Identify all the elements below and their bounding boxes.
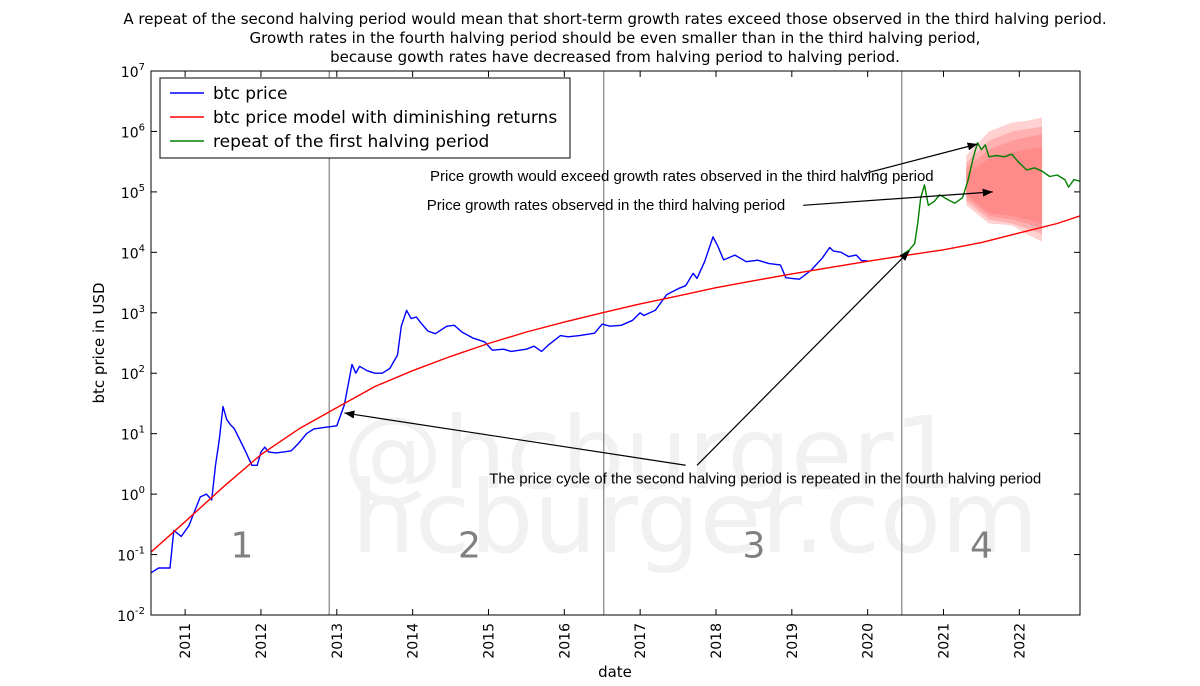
halving-lines <box>328 71 903 615</box>
y-axis-label: btc price in USD <box>90 282 108 403</box>
x-tick-label-2014: 2014 <box>406 623 422 659</box>
y-tick-label--2: 10-2 <box>117 606 145 625</box>
x-tick-label-2016: 2016 <box>557 623 573 659</box>
legend-label-repeat: repeat of the first halving period <box>213 132 489 152</box>
title-line-2: Growth rates in the fourth halving perio… <box>250 29 981 47</box>
y-tick-label-3: 103 <box>121 304 145 323</box>
title-line-3: because gowth rates have decreased from … <box>330 48 900 66</box>
x-tick-label-2013: 2013 <box>330 623 346 659</box>
title-line-1: A repeat of the second halving period wo… <box>123 10 1106 28</box>
annotations: Price growth would exceed growth rates o… <box>344 142 1041 487</box>
y-tick-label-6: 106 <box>121 122 145 141</box>
annotation-text-3: The price cycle of the second halving pe… <box>489 470 1041 487</box>
y-tick-label-0: 100 <box>121 485 145 504</box>
annotation-arrow-2 <box>803 188 993 206</box>
period-label-3: 3 <box>742 525 765 566</box>
y-tick-label-4: 104 <box>121 243 145 262</box>
series-line-2 <box>151 215 1080 553</box>
y-tick-label-1: 101 <box>121 425 145 444</box>
watermark-site: hcburger.com <box>352 459 1039 576</box>
y-tick-label-2: 102 <box>121 364 145 383</box>
legend: btc price btc price model with diminishi… <box>159 77 571 159</box>
x-tick-label-2022: 2022 <box>1012 623 1028 659</box>
x-tick-label-2018: 2018 <box>709 623 725 659</box>
watermark-handle: @hcburger1 <box>343 395 957 512</box>
annotation-text-2: Price growth rates observed in the third… <box>427 197 786 214</box>
x-tick-label-2011: 2011 <box>178 623 194 659</box>
legend-box <box>159 77 571 159</box>
axis-ticks: 2011 2012 2013 2014 2015 2016 2017 2018 2019 2020… <box>117 62 1080 659</box>
x-tick-label-2020: 2020 <box>861 623 877 659</box>
annotation-arrow-3 <box>344 410 686 466</box>
legend-label-model: btc price model with diminishing returns <box>213 108 557 128</box>
period-label-4: 4 <box>970 525 993 566</box>
series-line-3 <box>901 142 1080 256</box>
annotation-arrow-1 <box>863 142 978 175</box>
y-tick-label-5: 105 <box>121 183 145 202</box>
x-tick-label-2019: 2019 <box>785 623 801 659</box>
period-label-1: 1 <box>231 525 254 566</box>
fan-band-3 <box>966 134 1043 229</box>
series-lines <box>151 142 1080 574</box>
projection-fan <box>966 117 1043 242</box>
plot-frame <box>150 70 1081 616</box>
x-tick-label-2015: 2015 <box>481 623 497 659</box>
period-label-2: 2 <box>458 525 481 566</box>
annotation-arrow-4 <box>696 250 910 466</box>
fan-band-1 <box>966 117 1043 242</box>
x-tick-label-2021: 2021 <box>936 623 952 659</box>
x-tick-label-2017: 2017 <box>633 623 649 659</box>
chart-title: A repeat of the second halving period wo… <box>123 10 1106 66</box>
period-labels: 1 2 3 4 <box>231 525 993 566</box>
watermark: @hcburger1 hcburger.com <box>343 395 1039 576</box>
x-tick-label-2012: 2012 <box>254 623 270 659</box>
x-axis-label: date <box>598 663 632 681</box>
fan-band-2 <box>966 126 1043 235</box>
series-line-1 <box>151 236 868 574</box>
legend-label-btc-price: btc price <box>213 84 288 104</box>
y-tick-label--1: 10-1 <box>117 546 145 565</box>
y-tick-label-7: 107 <box>121 62 145 81</box>
annotation-text-1: Price growth would exceed growth rates o… <box>430 168 934 185</box>
